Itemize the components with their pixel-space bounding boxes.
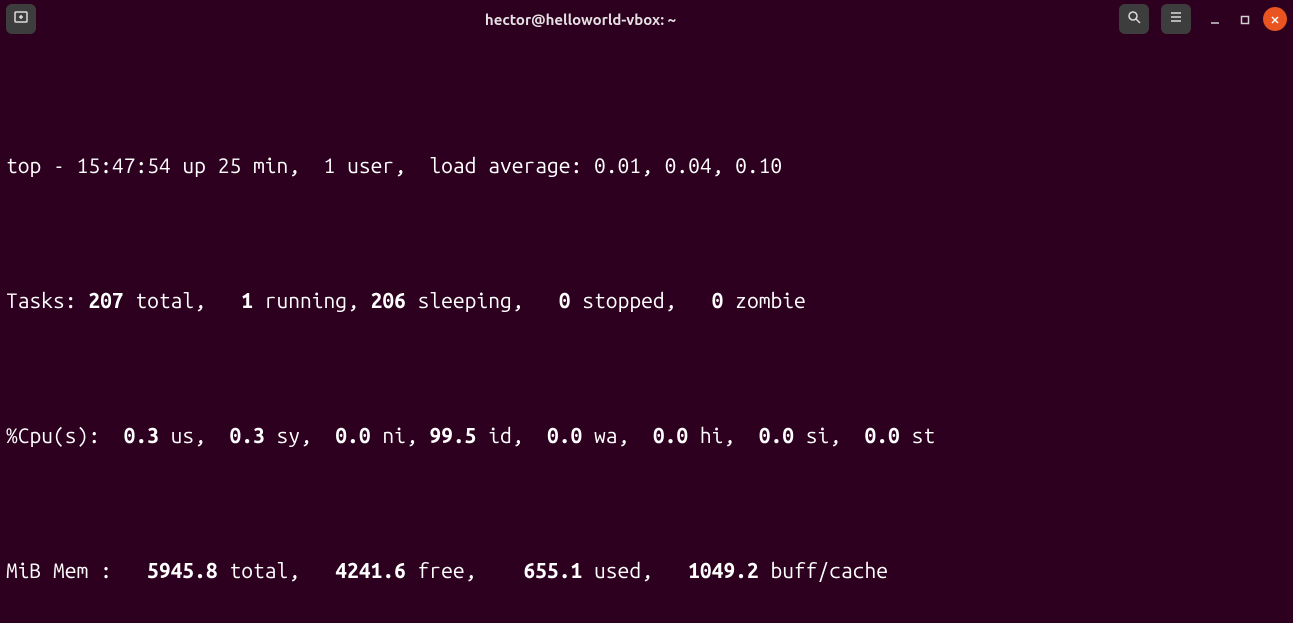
cpu-us: 0.3 xyxy=(124,423,159,447)
cpu-wa-suffix: wa, xyxy=(582,423,653,447)
new-tab-icon xyxy=(13,6,29,33)
cpu-si-suffix: si, xyxy=(794,423,865,447)
cpu-si: 0.0 xyxy=(759,423,794,447)
new-tab-button[interactable] xyxy=(6,4,36,34)
uptime-line: top - 15:47:54 up 25 min, 1 user, load a… xyxy=(6,152,1287,179)
tasks-line: Tasks: 207 total, 1 running, 206 sleepin… xyxy=(6,287,1287,314)
uptime-prefix: top - xyxy=(6,153,77,177)
cpu-label: %Cpu(s): xyxy=(6,423,124,447)
load-label: load average: xyxy=(429,153,594,177)
mem-buff: 1049.2 xyxy=(688,558,759,582)
cpu-st: 0.0 xyxy=(865,423,900,447)
mem-used: 655.1 xyxy=(523,558,582,582)
tasks-sleeping-suffix: sleeping, xyxy=(406,288,559,312)
tasks-running: 1 xyxy=(241,288,253,312)
mem-total: 5945.8 xyxy=(147,558,218,582)
cpu-sy: 0.3 xyxy=(229,423,264,447)
cpu-hi: 0.0 xyxy=(653,423,688,447)
window-title: hector@helloworld-vbox: ~ xyxy=(42,6,1119,33)
maximize-icon xyxy=(1240,6,1250,33)
cpu-id-suffix: id, xyxy=(476,423,547,447)
mem-label: MiB Mem : xyxy=(6,558,147,582)
uptime-up: up 25 min, xyxy=(171,153,324,177)
tasks-total: 207 xyxy=(88,288,123,312)
search-icon xyxy=(1126,6,1142,33)
titlebar-right xyxy=(1119,4,1287,34)
cpu-sy-suffix: sy, xyxy=(265,423,336,447)
mem-free-suffix: free, xyxy=(406,558,524,582)
mem-line: MiB Mem : 5945.8 total, 4241.6 free, 655… xyxy=(6,557,1287,584)
terminal-output[interactable]: top - 15:47:54 up 25 min, 1 user, load a… xyxy=(0,38,1293,623)
tasks-stopped-suffix: stopped, xyxy=(571,288,712,312)
tasks-running-suffix: running, xyxy=(253,288,371,312)
tasks-stopped: 0 xyxy=(559,288,571,312)
mem-total-suffix: total, xyxy=(218,558,336,582)
tasks-label: Tasks: xyxy=(6,288,77,312)
cpu-hi-suffix: hi, xyxy=(688,423,759,447)
mem-used-suffix: used, xyxy=(582,558,688,582)
load-values: 0.01, 0.04, 0.10 xyxy=(594,153,782,177)
mem-free: 4241.6 xyxy=(335,558,406,582)
tasks-sleeping: 206 xyxy=(371,288,406,312)
cpu-wa: 0.0 xyxy=(547,423,582,447)
search-button[interactable] xyxy=(1119,4,1149,34)
maximize-button[interactable] xyxy=(1233,7,1257,31)
close-icon xyxy=(1270,6,1280,33)
cpu-st-suffix: st xyxy=(900,423,935,447)
minimize-icon xyxy=(1210,6,1220,33)
uptime-time: 15:47:54 xyxy=(77,153,171,177)
cpu-line: %Cpu(s): 0.3 us, 0.3 sy, 0.0 ni, 99.5 id… xyxy=(6,422,1287,449)
uptime-users: 1 user, xyxy=(324,153,430,177)
titlebar: hector@helloworld-vbox: ~ xyxy=(0,0,1293,38)
tasks-total-suffix: total, xyxy=(124,288,242,312)
minimize-button[interactable] xyxy=(1203,7,1227,31)
cpu-us-suffix: us, xyxy=(159,423,230,447)
tasks-zombie: 0 xyxy=(712,288,724,312)
tasks-zombie-suffix: zombie xyxy=(723,288,805,312)
cpu-id: 99.5 xyxy=(429,423,476,447)
hamburger-menu-button[interactable] xyxy=(1161,4,1191,34)
mem-buff-suffix: buff/cache xyxy=(759,558,888,582)
cpu-ni: 0.0 xyxy=(335,423,370,447)
close-button[interactable] xyxy=(1263,7,1287,31)
cpu-ni-suffix: ni, xyxy=(371,423,430,447)
hamburger-icon xyxy=(1168,6,1184,33)
